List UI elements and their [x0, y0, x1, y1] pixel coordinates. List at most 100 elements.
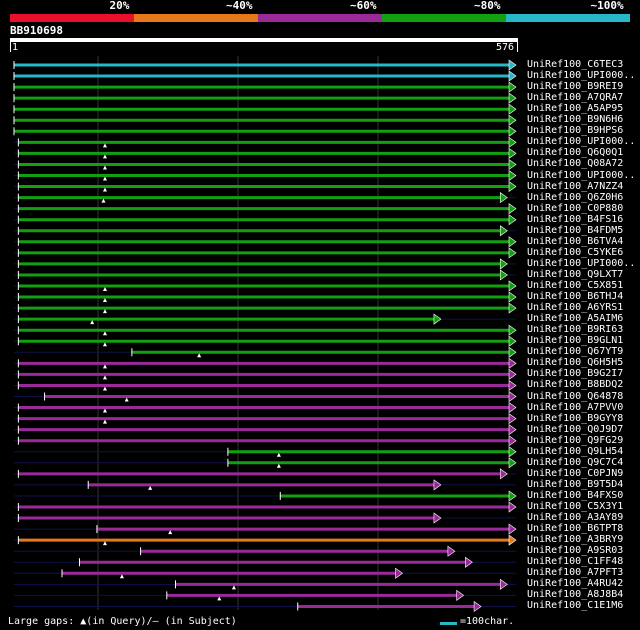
legend-label: 20%	[109, 0, 130, 12]
hit-label[interactable]: UniRef100_A7PVV0	[527, 401, 624, 413]
hit-label[interactable]: UniRef100_Q0J9D7	[527, 423, 624, 435]
hit-label[interactable]: UniRef100_A3AY89	[527, 512, 624, 524]
hit-label[interactable]: UniRef100_UPI000..	[527, 257, 636, 269]
gaps-subject: (in Subject)	[158, 616, 237, 627]
hit-label[interactable]: UniRef100_B9N6H6	[527, 114, 624, 126]
alignment-end-arrow	[508, 125, 517, 137]
hit-label[interactable]: UniRef100_B4FDM5	[527, 224, 624, 236]
hit-label[interactable]: UniRef100_B4FS16	[527, 213, 624, 225]
alignment-end-arrow	[508, 280, 517, 292]
gap-marker	[148, 485, 153, 490]
gap-marker	[102, 287, 107, 291]
hit-label[interactable]: UniRef100_C5YKE6	[527, 246, 624, 258]
hit-label[interactable]: UniRef100_C0P880	[527, 202, 624, 214]
hit-label[interactable]: UniRef100_A7PFT3	[527, 567, 624, 579]
alignment-end-arrow	[508, 501, 517, 513]
hit-label[interactable]: UniRef100_UPI000..	[527, 136, 636, 148]
alignment-end-arrow	[508, 203, 517, 215]
hit-label[interactable]: UniRef100_Q6H5H5	[527, 357, 624, 369]
hit-label[interactable]: UniRef100_B6TVA4	[527, 235, 624, 247]
alignment-end-arrow	[508, 390, 517, 403]
alignment-end-arrow	[508, 70, 517, 82]
scale-bar-icon	[440, 622, 457, 625]
alignment-end-arrow	[499, 192, 508, 204]
gap-marker	[276, 452, 281, 457]
hit-label[interactable]: UniRef100_A8J8B4	[527, 589, 624, 601]
hit-label[interactable]: UniRef100_A3BRY9	[527, 534, 624, 546]
gap-marker	[90, 320, 95, 325]
hit-label[interactable]: UniRef100_B9RI63	[527, 324, 624, 336]
alignment-end-arrow	[508, 324, 517, 336]
hit-label[interactable]: UniRef100_A5AP95	[527, 103, 624, 115]
legend-label: ~60%	[350, 0, 377, 12]
hit-label[interactable]: UniRef100_A6YRS1	[527, 302, 624, 314]
query-gap-icon: ▲	[80, 616, 87, 627]
gap-marker	[276, 463, 281, 468]
alignment-end-arrow	[508, 214, 517, 226]
gap-marker	[102, 331, 107, 336]
alignment-end-arrow	[508, 236, 517, 248]
hit-label[interactable]: UniRef100_B9T5D4	[527, 478, 624, 490]
hit-label[interactable]: UniRef100_B9GYY8	[527, 412, 624, 424]
alignment-end-arrow	[465, 556, 473, 568]
hit-label[interactable]: UniRef100_B9REI9	[527, 81, 624, 93]
gap-marker	[102, 364, 107, 369]
alignment-end-arrow	[508, 346, 517, 358]
hit-label[interactable]: UniRef100_UPI000..	[527, 169, 636, 181]
hit-label[interactable]: UniRef100_B6THJ4	[527, 291, 624, 303]
hit-label[interactable]: UniRef100_C6TEC3	[527, 59, 624, 70]
hit-label[interactable]: UniRef100_A4RU42	[527, 578, 624, 590]
hit-label[interactable]: UniRef100_Q6Q0Q1	[527, 147, 624, 159]
alignment-end-arrow	[508, 158, 517, 171]
hit-label[interactable]: UniRef100_B4FXS0	[527, 489, 624, 501]
hit-label[interactable]: UniRef100_C1FF48	[527, 556, 624, 568]
alignment-end-arrow	[508, 92, 517, 104]
hit-label[interactable]: UniRef100_A7NZZ4	[527, 180, 624, 192]
alignment-end-arrow	[508, 59, 517, 71]
gap-marker	[102, 386, 107, 391]
hit-label[interactable]: UniRef100_C5X3Y1	[527, 501, 624, 512]
hit-label[interactable]: UniRef100_Q9LH54	[527, 445, 624, 457]
hit-label[interactable]: UniRef100_A7QRA7	[527, 92, 624, 104]
hit-label[interactable]: UniRef100_Q64878	[527, 390, 624, 402]
query-end-tick	[517, 42, 518, 52]
hit-label[interactable]: UniRef100_Q9LXT7	[527, 268, 624, 280]
scale-label: =100char.	[460, 616, 515, 627]
alignment-end-arrow	[508, 147, 517, 159]
alignment-end-arrow	[499, 578, 508, 590]
hit-label[interactable]: UniRef100_C0PJN9	[527, 467, 624, 479]
hit-label[interactable]: UniRef100_B8BDQ2	[527, 379, 624, 391]
alignment-end-arrow	[508, 291, 517, 303]
query-end-label: 576	[496, 42, 515, 53]
alignment-end-arrow	[395, 567, 404, 579]
gap-marker	[197, 353, 202, 358]
gap-marker	[102, 342, 107, 347]
hit-label[interactable]: UniRef100_UPI000..	[527, 70, 636, 82]
gap-marker	[119, 574, 124, 579]
query-start-tick	[10, 42, 11, 52]
hit-label[interactable]: UniRef100_B9G2I7	[527, 368, 624, 380]
alignment-end-arrow	[508, 446, 517, 458]
gap-marker	[168, 530, 173, 535]
hit-label[interactable]: UniRef100_A5AIM6	[527, 313, 624, 325]
gap-marker	[102, 176, 107, 181]
hit-label[interactable]: UniRef100_C1E1M6	[527, 600, 624, 612]
gap-marker	[102, 298, 107, 303]
hit-label[interactable]: UniRef100_C5X851	[527, 280, 624, 291]
query-start-label: 1	[12, 42, 19, 53]
alignment-end-arrow	[508, 534, 517, 546]
alignment-end-arrow	[447, 545, 456, 557]
hit-label[interactable]: UniRef100_Q9C7C4	[527, 456, 624, 468]
hit-label[interactable]: UniRef100_Q08A72	[527, 158, 624, 170]
hit-label[interactable]: UniRef100_Q6Z0H6	[527, 191, 624, 203]
hit-label[interactable]: UniRef100_Q9FG29	[527, 434, 624, 446]
hit-label[interactable]: UniRef100_B9HPS6	[527, 125, 624, 137]
gap-marker	[102, 165, 107, 170]
hit-label[interactable]: UniRef100_B6TPT8	[527, 523, 624, 535]
gap-marker	[102, 408, 107, 413]
gap-marker	[124, 397, 129, 402]
hit-label[interactable]: UniRef100_B9GLN1	[527, 335, 624, 347]
alignment-end-arrow	[508, 169, 517, 182]
hit-label[interactable]: UniRef100_Q67YT9	[527, 346, 624, 358]
hit-label[interactable]: UniRef100_A9SR03	[527, 545, 624, 557]
